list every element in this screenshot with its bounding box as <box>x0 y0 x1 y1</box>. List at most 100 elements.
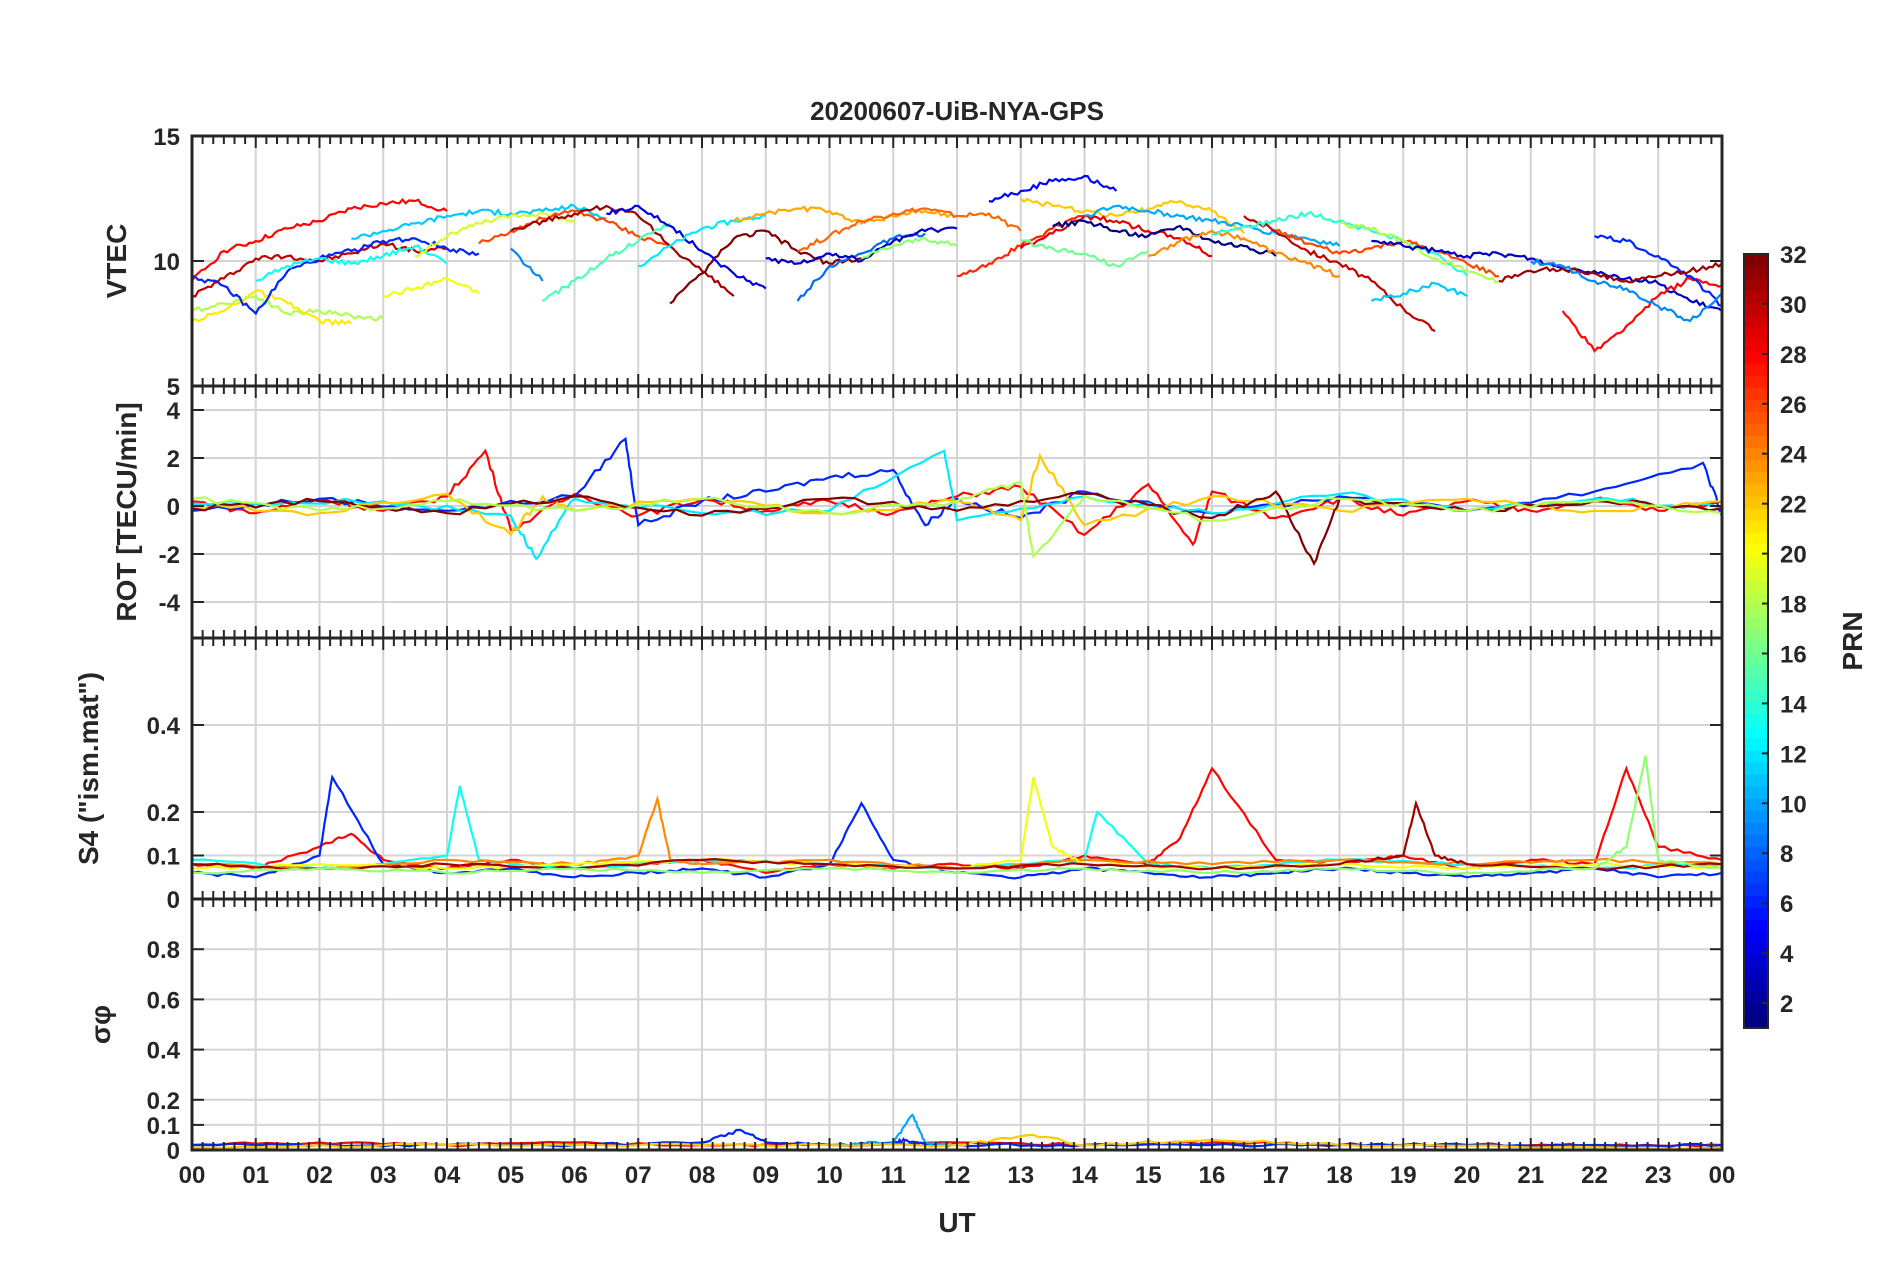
series-line-prn-32 <box>669 229 862 305</box>
x-tick-label: 18 <box>1326 1162 1353 1189</box>
colorbar-segment <box>1744 749 1768 763</box>
y-axis-label-s4: S4 ("ism.mat") <box>73 672 104 865</box>
series-line-prn-3 <box>765 226 958 265</box>
x-tick-label: 14 <box>1071 1162 1098 1189</box>
colorbar-segment <box>1744 568 1768 582</box>
colorbar-segment <box>1744 1015 1768 1029</box>
x-tick-label: 12 <box>944 1162 971 1189</box>
x-tick-label: 03 <box>370 1162 397 1189</box>
colorbar-tick-label: 4 <box>1780 941 1794 968</box>
colorbar-segment <box>1744 761 1768 775</box>
colorbar-tick-label: 28 <box>1780 342 1807 369</box>
colorbar-segment <box>1744 544 1768 557</box>
series-group-vtec <box>192 174 1722 353</box>
series-line-prn-17 <box>860 236 958 260</box>
grid-sigma <box>191 899 1723 1151</box>
x-tick-label: 00 <box>1709 1162 1736 1189</box>
colorbar-segment <box>1744 894 1768 908</box>
series-line-prn-21 <box>192 289 353 327</box>
colorbar-segment <box>1744 616 1768 630</box>
x-tick-label: 00 <box>179 1162 206 1189</box>
colorbar-segment <box>1744 701 1768 715</box>
colorbar-segment <box>1744 822 1768 836</box>
colorbar-segment <box>1744 447 1768 461</box>
colorbar-segment <box>1744 374 1768 388</box>
panel-sigma: 00.10.2 0.4 0.6 0.8 σφ <box>85 897 1724 1165</box>
colorbar-segment <box>1744 774 1768 787</box>
x-tick-label: 22 <box>1581 1162 1608 1189</box>
series-line-prn-23 <box>733 205 957 226</box>
colorbar-segment <box>1744 1003 1768 1017</box>
colorbar-segment <box>1744 786 1768 799</box>
colorbar-tick-label: 12 <box>1780 741 1807 768</box>
colorbar-segment <box>1744 628 1768 642</box>
series-line-prn-9 <box>510 247 544 282</box>
y-tick-label: 0.4 <box>147 1038 181 1065</box>
colorbar-tick-label: 6 <box>1780 891 1793 918</box>
colorbar-segment <box>1744 532 1768 545</box>
x-tick-label: 20 <box>1454 1162 1481 1189</box>
x-tick-label: 09 <box>752 1162 779 1189</box>
series-line-prn-25 <box>797 207 1022 253</box>
series-line-prn-3 <box>1371 239 1722 312</box>
colorbar-segment <box>1744 495 1768 509</box>
series-line-prn-17 <box>192 755 1722 875</box>
y-axis-label-vtec: VTEC <box>101 224 132 299</box>
colorbar-segment <box>1744 520 1768 533</box>
colorbar-segment <box>1744 979 1768 993</box>
colorbar-tick-label: 26 <box>1780 392 1807 419</box>
colorbar-segment <box>1744 423 1768 437</box>
series-line-prn-19 <box>414 211 575 258</box>
colorbar-segment <box>1744 991 1768 1005</box>
series-line-prn-15 <box>542 222 671 302</box>
colorbar-tick-label: 14 <box>1780 691 1807 718</box>
colorbar-segment <box>1744 882 1768 896</box>
y-tick-label: 0.1 <box>147 1113 180 1140</box>
y-axis-label-rot: ROT [TECU/min] <box>111 402 142 621</box>
x-tick-label: 11 <box>881 1162 906 1189</box>
colorbar-segment <box>1744 677 1768 690</box>
series-group-rot <box>192 436 1722 567</box>
y-tick-label: 10 <box>153 249 180 276</box>
x-tick-label: 01 <box>242 1162 269 1189</box>
colorbar-segment <box>1744 556 1768 570</box>
series-line-prn-14 <box>1211 210 1468 277</box>
series-line-prn-11 <box>351 203 607 240</box>
series-line-prn-4 <box>606 204 767 290</box>
series-line-prn-22 <box>1020 197 1245 235</box>
colorbar-segment <box>1744 725 1768 739</box>
colorbar-tick-label: 32 <box>1780 242 1807 269</box>
y-tick-label: 2 <box>167 446 180 473</box>
colorbar-segment <box>1744 411 1768 424</box>
grid-vtec <box>191 135 1723 387</box>
colorbar-segment <box>1744 955 1768 969</box>
y-tick-label: 0.2 <box>147 800 180 827</box>
x-tick-label: 15 <box>1135 1162 1162 1189</box>
grid-rot <box>191 386 1723 638</box>
colorbar-tick-label: 18 <box>1780 592 1807 619</box>
colorbar-segment <box>1744 653 1768 666</box>
series-line-prn-31 <box>1498 261 1722 284</box>
colorbar-segment <box>1744 604 1768 618</box>
y-tick-label: 4 <box>167 398 181 425</box>
colorbar-segment <box>1744 266 1768 279</box>
y-tick-label: 0.8 <box>147 937 180 964</box>
x-tick-label: 06 <box>561 1162 588 1189</box>
series-line-prn-8 <box>796 231 926 302</box>
colorbar-tick-label: 20 <box>1780 542 1807 569</box>
y-tick-label: 0.2 <box>147 1088 180 1115</box>
y-tick-label: 0.4 <box>147 713 181 740</box>
colorbar-tick-label: 16 <box>1780 641 1807 668</box>
series-line-prn-24 <box>1148 229 1340 278</box>
grid-s4 <box>191 638 1723 900</box>
colorbar-segment <box>1744 931 1768 944</box>
colorbar-segment <box>1744 919 1768 932</box>
colorbar-segment <box>1744 302 1768 316</box>
y-tick-label: 0 <box>167 494 180 521</box>
colorbar-segment <box>1744 314 1768 328</box>
x-tick-label: 21 <box>1517 1162 1544 1189</box>
colorbar-label: PRN <box>1837 611 1868 670</box>
